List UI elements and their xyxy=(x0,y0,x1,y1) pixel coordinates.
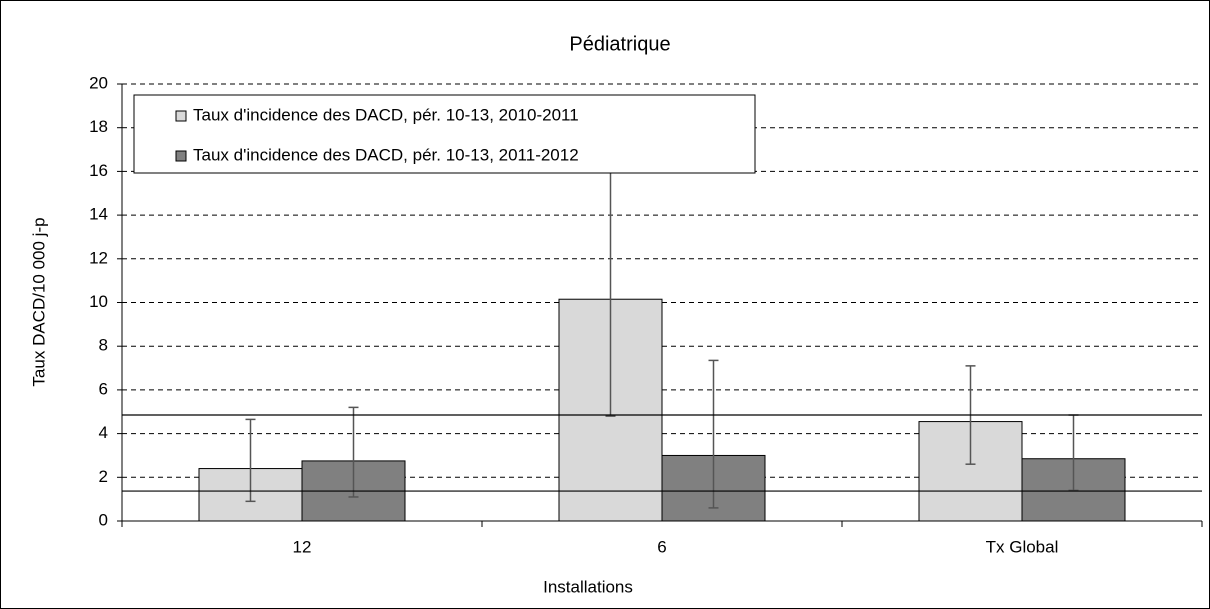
x-tick-label: 12 xyxy=(293,537,312,556)
y-tick-label: 0 xyxy=(99,510,108,529)
y-tick-label: 2 xyxy=(99,467,108,486)
legend-swatch xyxy=(175,150,187,162)
legend-swatch xyxy=(175,110,187,122)
legend-label: Taux d'incidence des DACD, pér. 10-13, 2… xyxy=(193,145,579,164)
y-tick-label: 10 xyxy=(89,292,108,311)
y-tick-label: 12 xyxy=(89,248,108,267)
legend-box xyxy=(133,94,756,174)
error-bar xyxy=(708,359,719,509)
x-axis-label: Installations xyxy=(543,577,633,596)
y-tick-label: 6 xyxy=(99,379,108,398)
y-tick-label: 14 xyxy=(89,205,108,224)
y-tick-label: 4 xyxy=(99,423,108,442)
y-axis-label: Taux DACD/10 000 j-p xyxy=(29,217,48,386)
x-tick-label: Tx Global xyxy=(986,537,1059,556)
chart-title: Pédiatrique xyxy=(569,33,670,55)
error-bar xyxy=(245,418,256,503)
y-tick-label: 16 xyxy=(89,161,108,180)
y-tick-label: 18 xyxy=(89,117,108,136)
y-tick-label: 8 xyxy=(99,336,108,355)
error-bar xyxy=(348,406,359,498)
y-tick-label: 20 xyxy=(89,73,108,92)
legend-label: Taux d'incidence des DACD, pér. 10-13, 2… xyxy=(193,105,579,124)
x-tick-label: 6 xyxy=(657,537,666,556)
